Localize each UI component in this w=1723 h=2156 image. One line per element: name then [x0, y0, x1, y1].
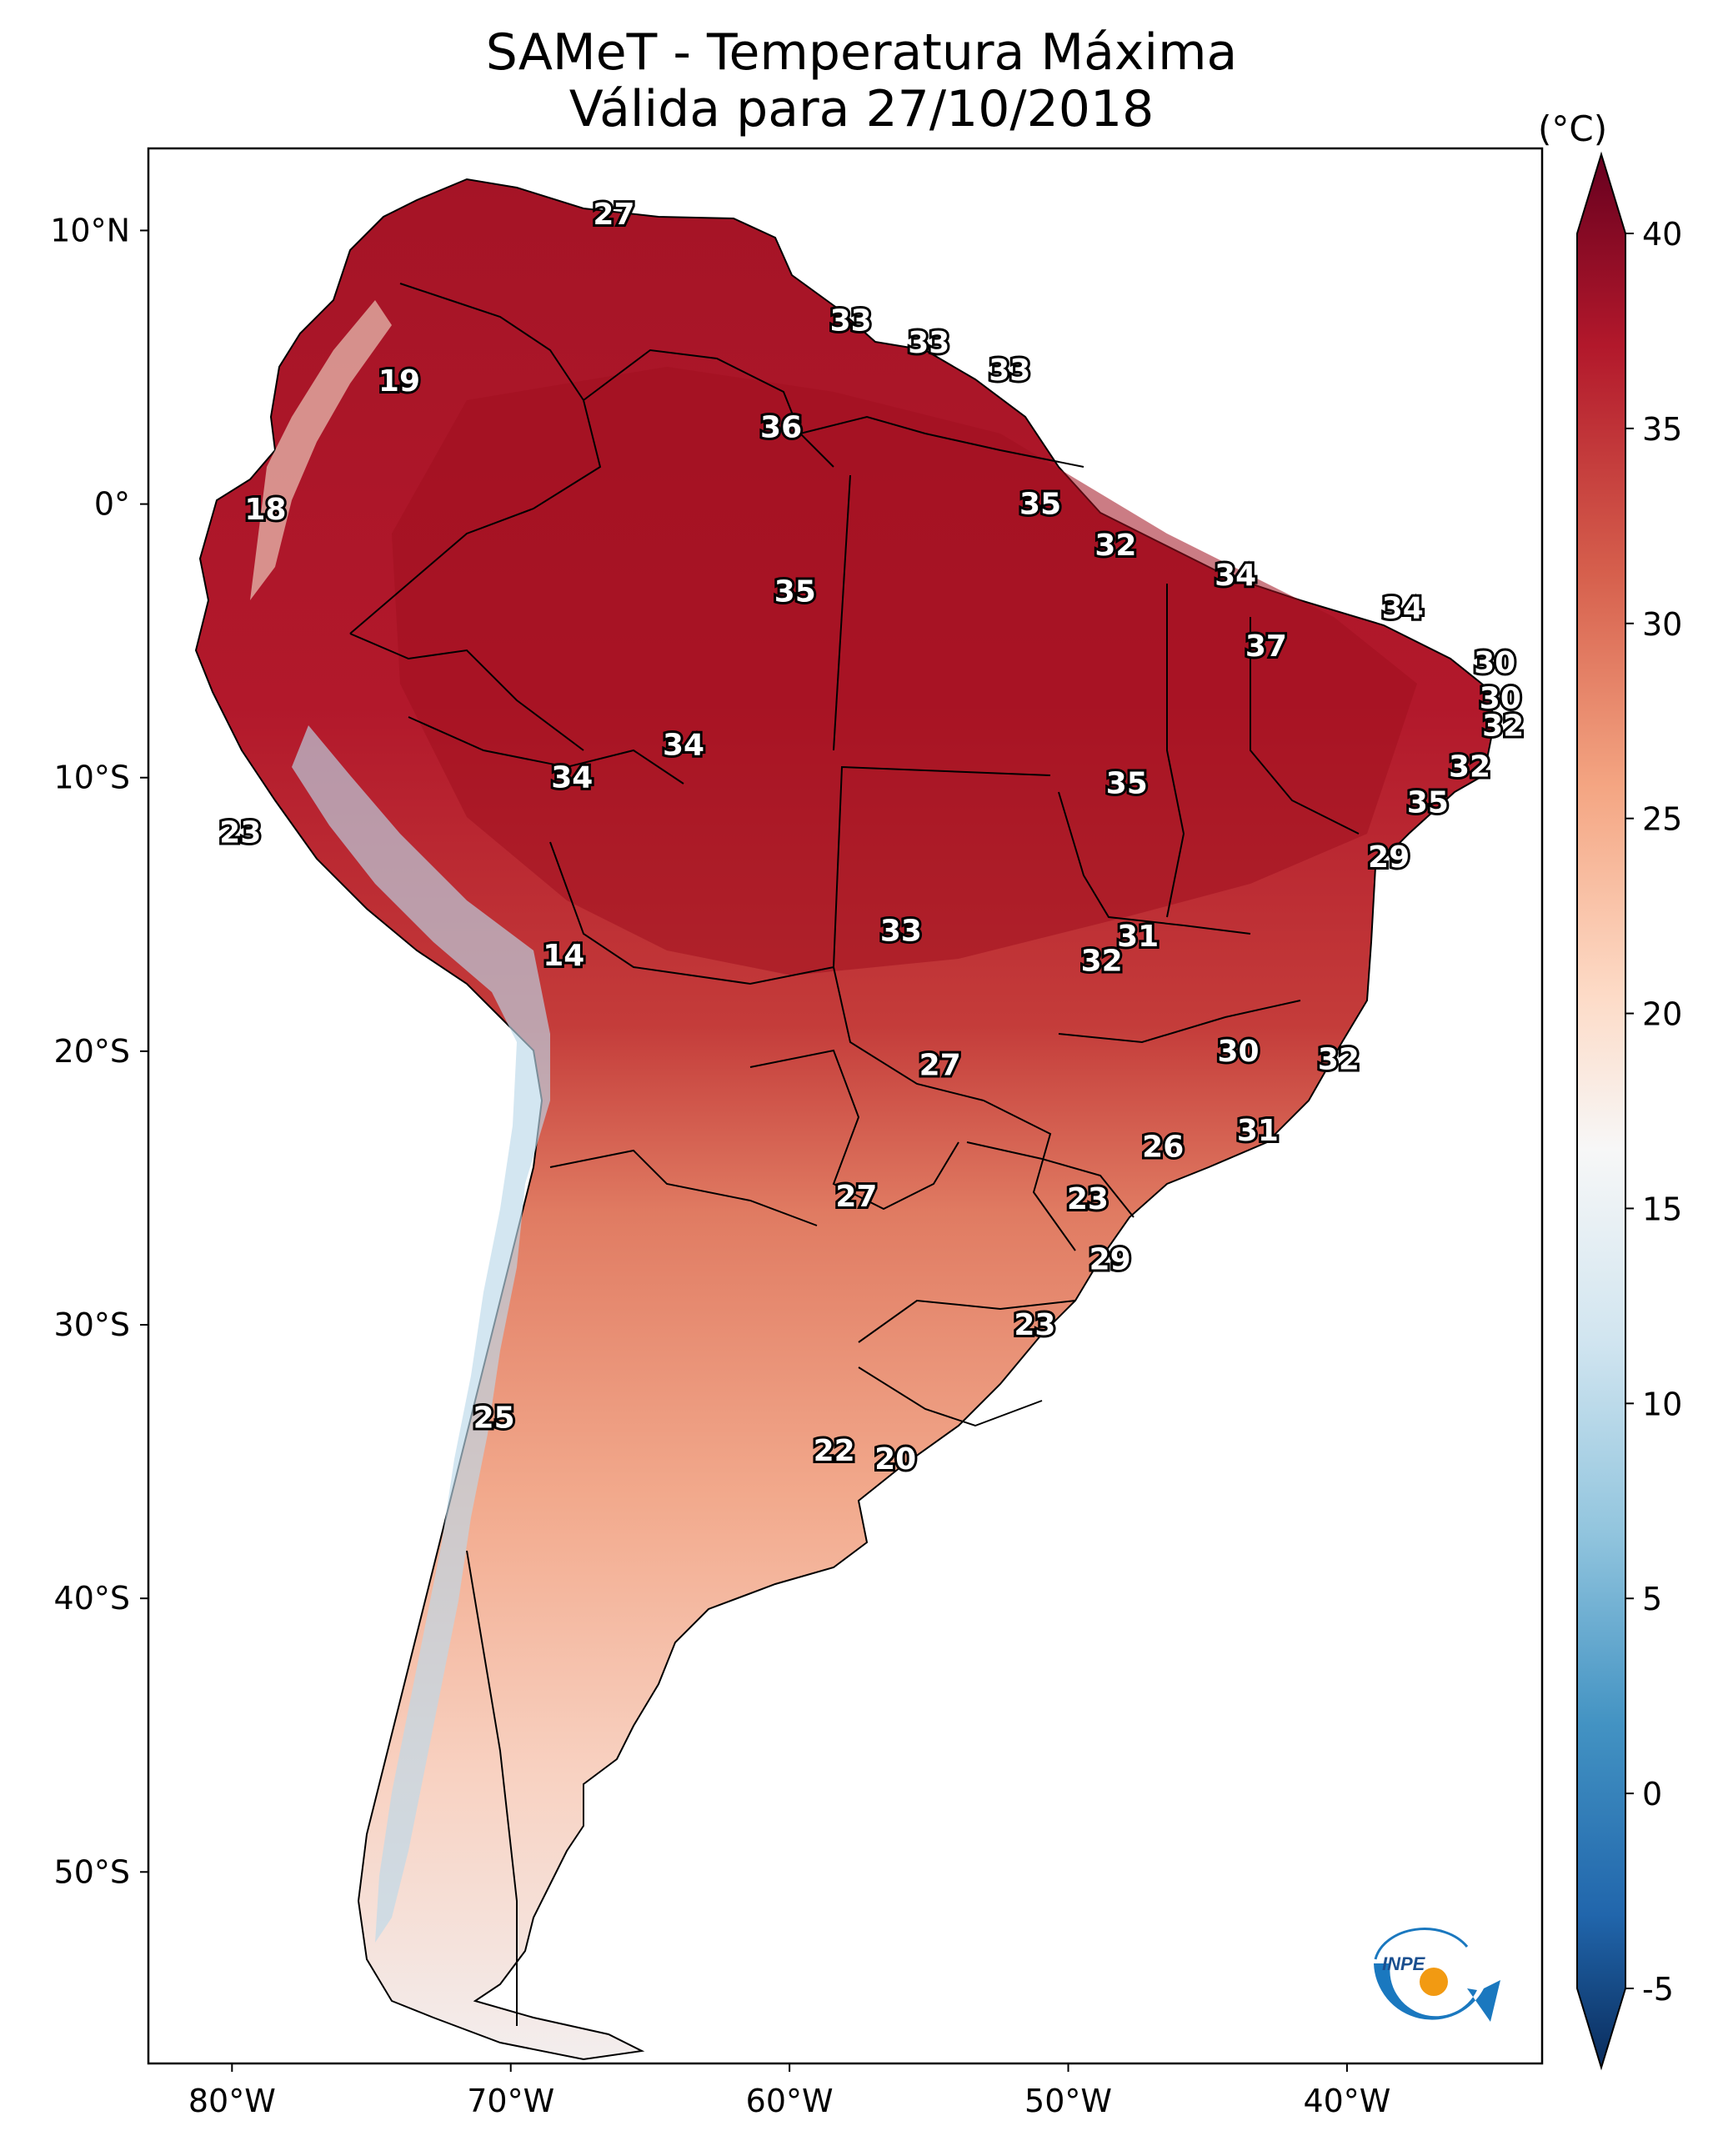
station-value: 33 [908, 326, 949, 360]
station-value: 23 [219, 815, 261, 850]
longitude-axis: 80°W 70°W 60°W 50°W 40°W [188, 2063, 1390, 2119]
lat-tick-label: 30°S [54, 1306, 130, 1343]
lon-tick-label: 50°W [1024, 2083, 1112, 2119]
station-value: 35 [1019, 488, 1061, 522]
station-value: 33 [830, 304, 872, 338]
station-value: 27 [835, 1180, 877, 1214]
lat-tick-label: 0° [94, 486, 130, 523]
station-value: 32 [1318, 1043, 1360, 1077]
station-value: 34 [551, 761, 593, 795]
station-value: 29 [1368, 840, 1410, 875]
colorbar-tick-label: 30 [1642, 606, 1682, 643]
station-value: 35 [774, 575, 816, 609]
station-value: 35 [1407, 785, 1449, 820]
lat-tick-label: 10°S [54, 760, 130, 796]
lat-tick-label: 40°S [54, 1580, 130, 1617]
lon-tick-label: 40°W [1303, 2083, 1390, 2119]
station-value: 30 [1474, 646, 1515, 680]
country-borders [349, 283, 1360, 2026]
logo-sun-icon [1420, 1968, 1448, 1996]
station-value: 36 [760, 411, 802, 445]
lon-tick-label: 70°W [467, 2083, 554, 2119]
station-value: 31 [1237, 1114, 1279, 1148]
andes-north-cool [250, 300, 392, 600]
colorbar-tick-label: -5 [1642, 1971, 1674, 2008]
colorbar-tick-label: 0 [1642, 1776, 1662, 1813]
colorbar-tick-label: 20 [1642, 996, 1682, 1033]
station-value: 32 [1449, 750, 1490, 785]
station-value: 33 [880, 914, 922, 948]
station-value: 22 [814, 1434, 855, 1468]
lat-tick-label: 10°N [50, 212, 130, 248]
hot-interior-region [392, 367, 1417, 975]
station-value: 33 [989, 353, 1030, 388]
inpe-logo: INPE [1374, 1928, 1500, 2022]
colorbar: 40 35 30 25 20 15 10 5 0 -5 [1576, 151, 1682, 2071]
lat-tick-label: 50°S [54, 1853, 130, 1890]
station-value: 27 [593, 198, 634, 232]
station-value: 27 [919, 1048, 961, 1082]
station-value: 18 [244, 493, 286, 527]
logo-arrow-icon [1374, 1963, 1500, 2022]
lon-tick-label: 80°W [188, 2083, 276, 2119]
station-value: 25 [473, 1401, 515, 1436]
map-title: SAMeT - Temperatura Máxima [485, 23, 1238, 82]
station-value: 35 [1106, 766, 1148, 800]
station-value: 23 [1014, 1308, 1055, 1342]
colorbar-tick-label: 10 [1642, 1386, 1682, 1422]
station-value: 30 [1480, 682, 1521, 716]
lat-tick-label: 20°S [54, 1033, 130, 1070]
station-value: 37 [1245, 629, 1287, 664]
colorbar-body [1576, 151, 1626, 2071]
station-value: 29 [1089, 1242, 1131, 1276]
station-value: 34 [1382, 591, 1424, 625]
colorbar-tick-label: 35 [1642, 411, 1682, 448]
colorbar-unit: (°C) [1538, 108, 1608, 149]
colorbar-tick-label: 5 [1642, 1581, 1662, 1617]
colorbar-tick-label: 40 [1642, 216, 1682, 253]
station-value: 32 [1482, 709, 1524, 743]
station-value: 34 [663, 728, 704, 762]
station-value: 31 [1117, 920, 1159, 954]
station-value: 32 [1081, 945, 1123, 979]
colorbar-tick-label: 15 [1642, 1191, 1682, 1227]
station-value: 32 [1094, 529, 1136, 563]
andes-cool-strip [292, 725, 550, 1943]
map-subtitle: Válida para 27/10/2018 [568, 80, 1155, 138]
station-value: 20 [874, 1442, 916, 1477]
station-value: 34 [1215, 559, 1256, 593]
latitude-axis: 10°N 0° 10°S 20°S 30°S 40°S 50°S [50, 212, 148, 1890]
lon-tick-label: 60°W [746, 2083, 834, 2119]
colorbar-tick-label: 25 [1642, 801, 1682, 838]
map-frame [147, 147, 1544, 2065]
station-value: 30 [1217, 1035, 1259, 1069]
station-value: 19 [378, 364, 420, 399]
logo-text: INPE [1382, 1953, 1426, 1974]
station-value: 23 [1067, 1182, 1109, 1216]
station-value: 14 [543, 939, 584, 973]
station-value: 26 [1142, 1131, 1184, 1165]
colorbar-ticks: 40 35 30 25 20 15 10 5 0 -5 [1625, 216, 1682, 2008]
